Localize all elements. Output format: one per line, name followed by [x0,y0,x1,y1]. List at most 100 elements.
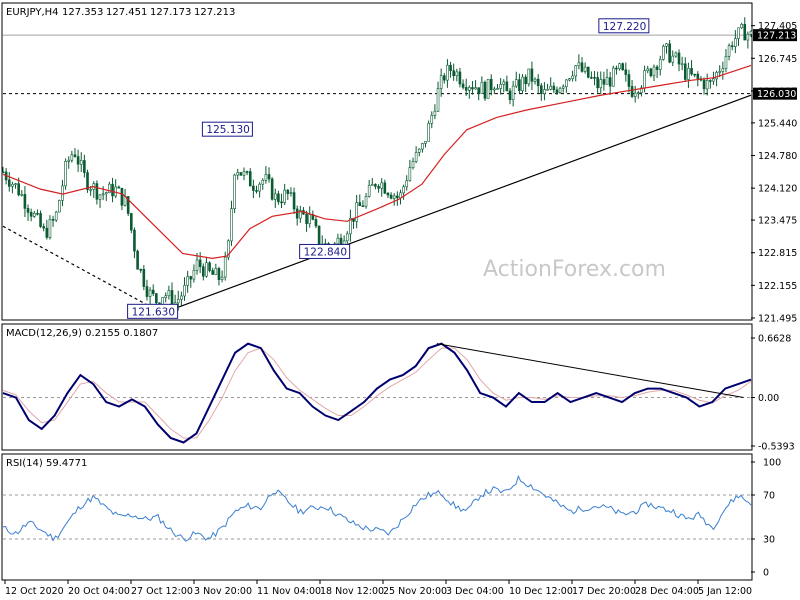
price-ytick-label: 124.780 [758,151,797,162]
candle-body [255,190,258,192]
candle-body [712,78,715,82]
candle-body [633,92,637,97]
candle-body [721,68,725,72]
candle-body [383,182,387,194]
candle-body [590,76,593,79]
candle-body [486,78,490,99]
candle-body [658,59,662,70]
candle-body [480,81,484,94]
candle-body [70,154,74,161]
candle-body [111,183,114,197]
candle-body [402,186,405,194]
candle-body [214,268,218,275]
candle-body [627,74,631,87]
price-tag-label-1: 126.030 [757,89,796,100]
candle-body [98,194,102,200]
x-tick-label: 5 Jan 12:00 [698,586,752,597]
candle-body [640,87,643,93]
candle-body [414,152,418,162]
ohlc-open: 127.353 [62,7,103,18]
candle-body [308,214,312,224]
candle-body [421,143,424,150]
candle-body [295,208,299,219]
candle-body [305,213,308,224]
candle-body [608,77,612,87]
callout-box-1 [299,243,351,259]
candle-body [396,195,399,199]
candle-body [705,80,709,90]
candle-body [76,156,80,165]
candle-body [183,285,186,297]
macd-series [2,342,752,444]
price-title: EURJPY,H4 [6,7,59,18]
candle-body [32,213,36,217]
price-ytick-label: 126.745 [758,54,797,65]
candle-body [618,63,621,70]
candle-body [7,179,11,187]
candle-body [142,269,146,287]
candle-body [693,73,696,76]
candle-body [79,160,83,165]
x-tick-label: 25 Nov 20:00 [383,586,447,597]
price-ytick-label: 125.440 [758,118,797,129]
x-tick-label: 3 Nov 20:00 [194,586,252,597]
candle-body [496,88,499,90]
candle-body [386,192,390,196]
macd-panel-frame [1,323,753,451]
candle-body [680,63,684,66]
candle-body [108,183,111,193]
candle-body [23,194,27,209]
price-ytick-label: 124.120 [758,184,797,195]
callout-box-3 [598,18,650,34]
candle-body [665,43,668,47]
candle-body [464,87,468,91]
candle-body [361,205,365,208]
price-trendline-0 [2,225,153,309]
candle-body [677,52,681,65]
candle-body [39,213,42,227]
price-ytick-label: 123.475 [758,216,797,227]
candle-body [521,76,524,91]
candle-body [527,68,531,85]
candle-body [364,196,368,207]
candle-body [280,201,283,204]
candle-body [345,233,349,242]
candle-body [51,219,55,221]
candle-body [474,87,477,90]
candle-body [549,85,552,90]
candle-body [471,87,474,90]
rsi-y-axis: 100 70 30 0 [751,458,781,579]
price-ytick-label: 127.405 [758,21,797,32]
candle-body [83,160,86,173]
candle-body [596,77,599,89]
moving-average-line [2,64,752,259]
candle-body [202,266,205,277]
rsi-line [2,474,752,542]
candle-body [555,89,559,93]
price-trendlines [2,94,752,316]
rsi-levels [3,494,751,540]
candle-body [696,73,700,79]
callout-label-3: 127.220 [603,21,646,33]
candle-body [740,24,743,29]
candle-body [148,289,152,297]
candle-body [493,88,496,91]
candle-body [104,192,108,195]
candle-body [649,68,653,77]
candle-body [540,85,543,94]
x-tick-label: 17 Dec 20:00 [572,586,636,597]
candle-body [624,69,628,75]
candle-body [14,183,17,185]
callout-label-1: 122.840 [304,246,347,258]
rsi-series [2,474,752,542]
candle-body [399,192,402,199]
candle-body [95,183,99,200]
price-y-axis: 127.405126.745126.085125.440124.780124.1… [751,21,797,325]
candle-body [314,219,318,227]
candle-body [577,62,581,67]
macd-ytick-label: -0.5393 [758,442,795,453]
x-tick-label: 3 Dec 04:00 [446,586,504,597]
candle-body [277,193,280,203]
candle-body [26,208,30,213]
